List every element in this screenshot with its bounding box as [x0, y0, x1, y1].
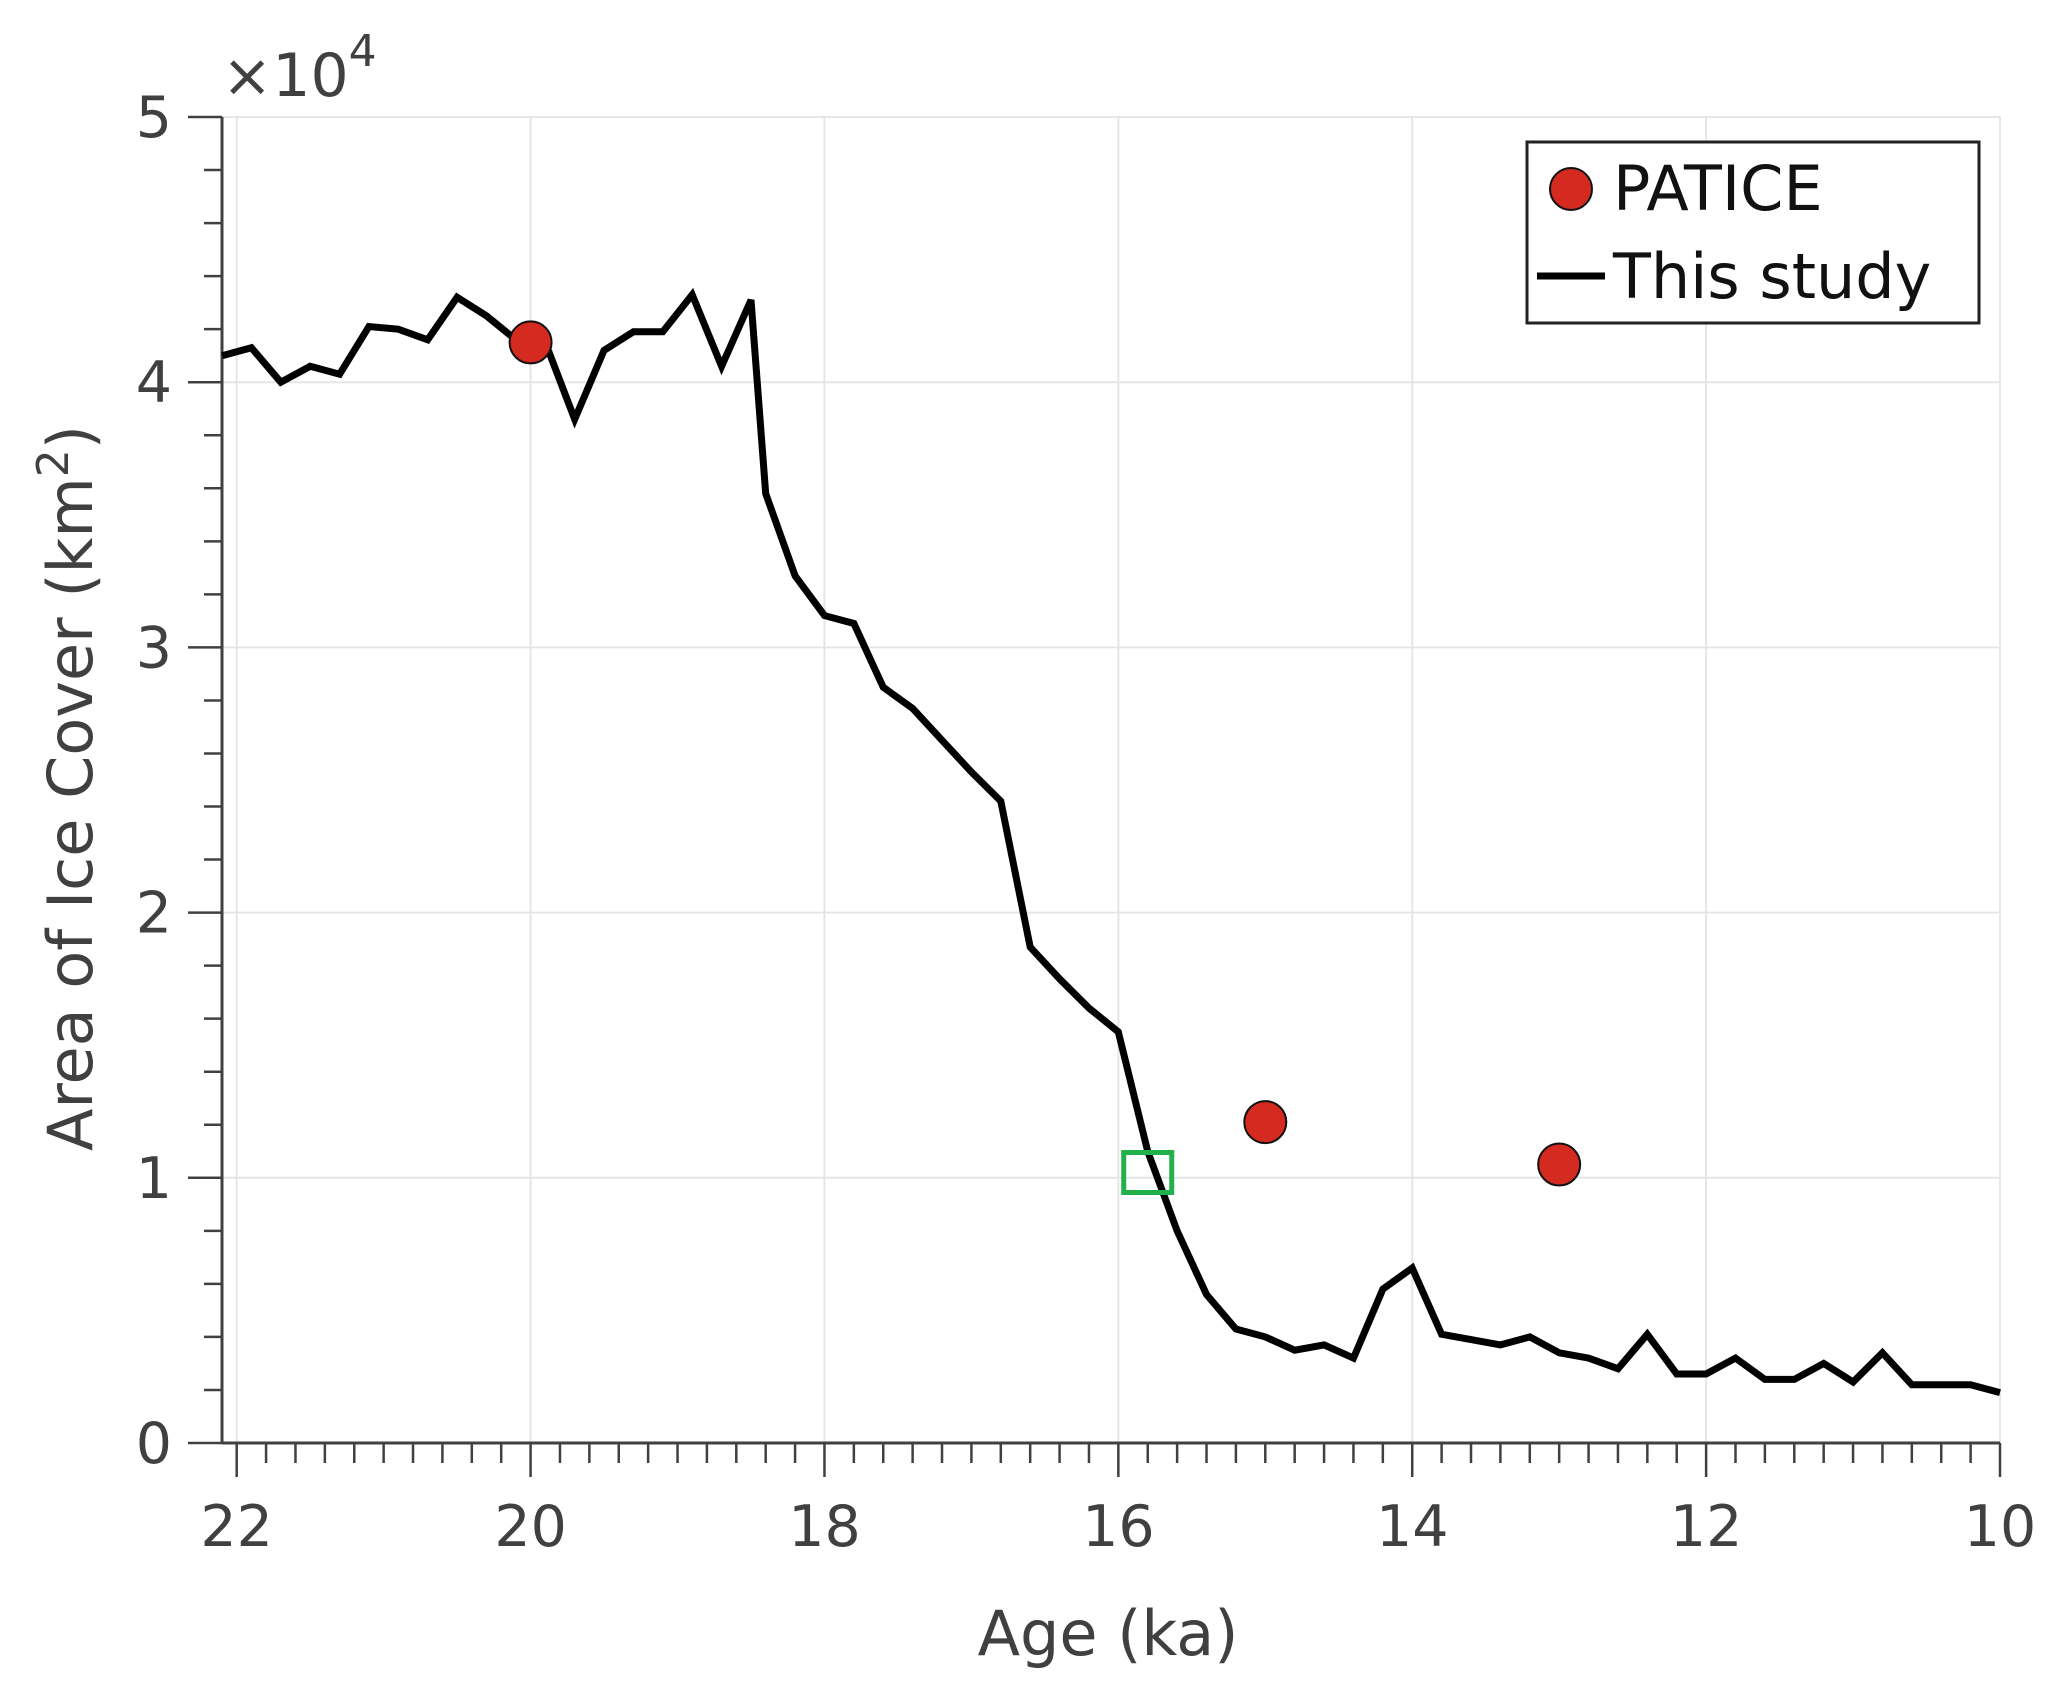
patice-point: [1537, 1142, 1582, 1187]
legend-marker-patice: [1549, 167, 1593, 211]
y-tick-label: 5: [136, 85, 172, 151]
legend: PATICE This study: [1525, 140, 1981, 325]
y-tick-label: 3: [136, 615, 172, 681]
x-tick-label: 10: [1964, 1494, 2037, 1560]
legend-label-this-study: This study: [1612, 240, 1931, 313]
x-axis-title: Age (ka): [978, 1597, 1239, 1670]
patice-point: [1243, 1100, 1288, 1145]
x-tick-label: 18: [788, 1494, 861, 1560]
x-tick-label: 12: [1670, 1494, 1743, 1560]
x-tick-label: 16: [1082, 1494, 1155, 1560]
y-tick-label: 0: [136, 1411, 172, 1477]
exponent-label: ×104: [222, 26, 377, 111]
this-study-line: [221, 287, 2001, 1396]
x-tick-label: 20: [494, 1494, 567, 1560]
series-layer: [221, 287, 2001, 1396]
legend-box: [1525, 140, 1981, 325]
y-tick-label: 1: [136, 1146, 172, 1212]
svg-text:×104: ×104: [222, 26, 377, 111]
highlight-square: [1121, 1149, 1175, 1195]
x-tick-label: 22: [200, 1494, 273, 1560]
legend-label-patice: PATICE: [1613, 152, 1823, 225]
y-tick-label: 2: [136, 881, 172, 947]
x-tick-label: 14: [1376, 1494, 1449, 1560]
grid-layer: [222, 116, 2001, 1443]
y-tick-label: 4: [136, 350, 172, 416]
y-axis-title: Area of Ice Cover (km2): [28, 425, 107, 1151]
patice-point: [508, 320, 553, 365]
